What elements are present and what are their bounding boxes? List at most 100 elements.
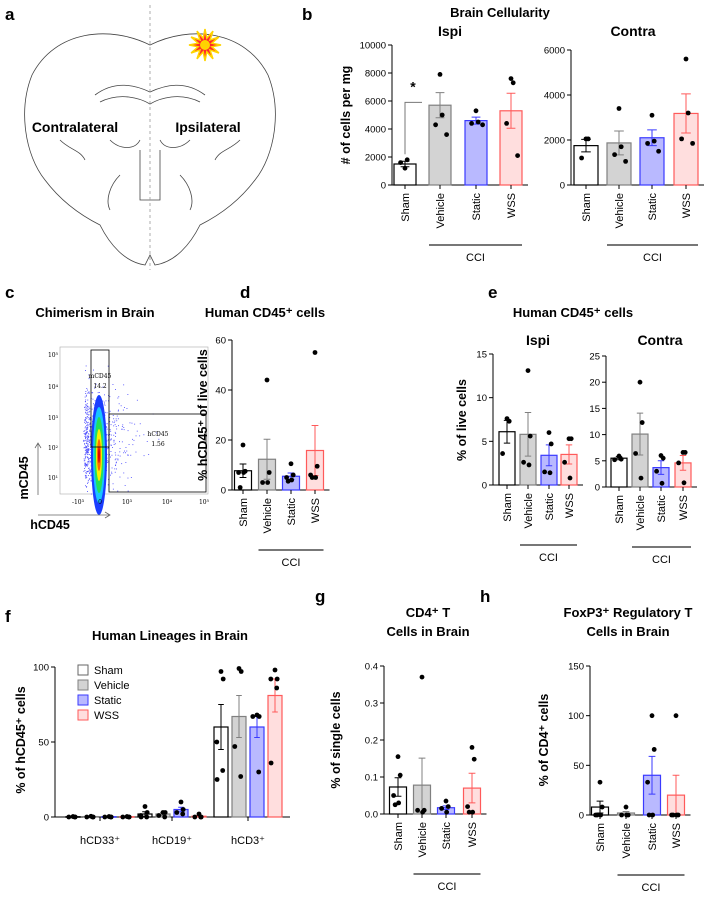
event-dot [117, 397, 119, 399]
event-dot [86, 447, 88, 449]
event-dot [136, 430, 138, 432]
y-tick-label: 6000 [365, 97, 386, 108]
legend-label-wss: WSS [94, 710, 119, 722]
event-dot [84, 445, 86, 447]
data-point [623, 158, 628, 164]
chart-f [51, 664, 290, 821]
event-dot [85, 419, 86, 421]
event-dot [90, 479, 92, 481]
event-dot [143, 455, 145, 457]
event-dot [127, 490, 129, 492]
data-point [162, 810, 168, 815]
event-dot [86, 464, 88, 466]
data-point [506, 418, 512, 424]
y-tick-label: 20 [589, 378, 600, 389]
y-tick-label: 25 [589, 352, 600, 363]
event-dot [121, 463, 123, 465]
event-dot [123, 429, 125, 431]
event-dot [85, 404, 86, 406]
event-dot [85, 399, 87, 401]
x-category-label: Vehicle [635, 495, 647, 530]
event-dot [87, 448, 88, 450]
data-point [180, 811, 186, 817]
data-point [220, 676, 226, 682]
event-dot [130, 454, 132, 456]
event-dot [111, 473, 113, 475]
event-dot [88, 461, 90, 463]
event-dot [84, 450, 86, 452]
chart-h [586, 665, 691, 876]
event-dot [87, 399, 89, 401]
data-point [72, 814, 78, 820]
event-dot [85, 449, 87, 451]
cci-group-label: CCI [539, 552, 558, 564]
data-point [240, 442, 246, 448]
event-dot [87, 431, 88, 433]
event-dot [87, 457, 89, 459]
event-dot [111, 467, 113, 469]
event-dot [109, 454, 110, 456]
event-dot [89, 442, 90, 443]
event-dot [86, 421, 87, 423]
y-tick-label: 150 [568, 662, 584, 673]
data-point [562, 459, 567, 465]
event-dot [86, 427, 88, 429]
event-dot [127, 454, 128, 456]
legend-label-static: Static [94, 695, 122, 707]
event-dot [89, 425, 91, 427]
x-category-label: WSS [310, 498, 322, 523]
event-dot [89, 439, 90, 441]
event-dot [97, 392, 99, 394]
event-dot [108, 434, 109, 436]
data-point [274, 685, 280, 691]
bar-sham [610, 457, 628, 488]
x-category-label: hCD3⁺ [231, 835, 265, 847]
event-dot [115, 464, 117, 466]
event-dot [121, 428, 123, 430]
event-dot [119, 451, 121, 453]
event-dot [89, 469, 90, 471]
event-dot [127, 394, 129, 395]
data-point [682, 450, 688, 455]
data-point [144, 810, 150, 815]
data-point [612, 152, 617, 158]
event-dot [110, 456, 111, 458]
event-dot [90, 417, 91, 418]
event-dot [90, 447, 91, 448]
data-point [465, 804, 470, 809]
data-point [437, 72, 443, 77]
event-dot [102, 386, 104, 388]
event-dot [85, 410, 87, 411]
event-dot [129, 422, 131, 424]
y-axis-label: % hCD45⁺ of live cells [196, 349, 210, 481]
event-dot [112, 447, 113, 448]
event-dot [87, 392, 89, 394]
event-dot [90, 448, 91, 450]
data-point [527, 433, 533, 439]
event-dot [84, 462, 86, 464]
flow-x-tick: 0 [98, 499, 102, 506]
data-point [650, 812, 656, 818]
data-point [84, 814, 90, 820]
event-dot [89, 431, 91, 432]
data-point [309, 475, 315, 480]
event-dot [131, 422, 133, 424]
event-dot [85, 477, 87, 479]
data-point [256, 714, 262, 719]
event-dot [116, 420, 118, 422]
event-dot [113, 444, 115, 445]
panel-g-title-line2: Cells in Brain [386, 624, 469, 639]
event-dot [94, 386, 96, 387]
event-dot [90, 417, 91, 419]
data-point [314, 463, 320, 469]
event-dot [84, 456, 86, 458]
y-tick-label: 100 [33, 663, 49, 674]
y-tick-label: 15 [589, 404, 600, 415]
event-dot [85, 466, 86, 468]
flow-y-tick: 10¹ [48, 475, 58, 482]
event-dot [87, 450, 89, 452]
event-dot [86, 443, 87, 444]
event-dot [85, 393, 87, 394]
event-dot [85, 432, 87, 433]
panel-letter-h: h [480, 587, 490, 606]
